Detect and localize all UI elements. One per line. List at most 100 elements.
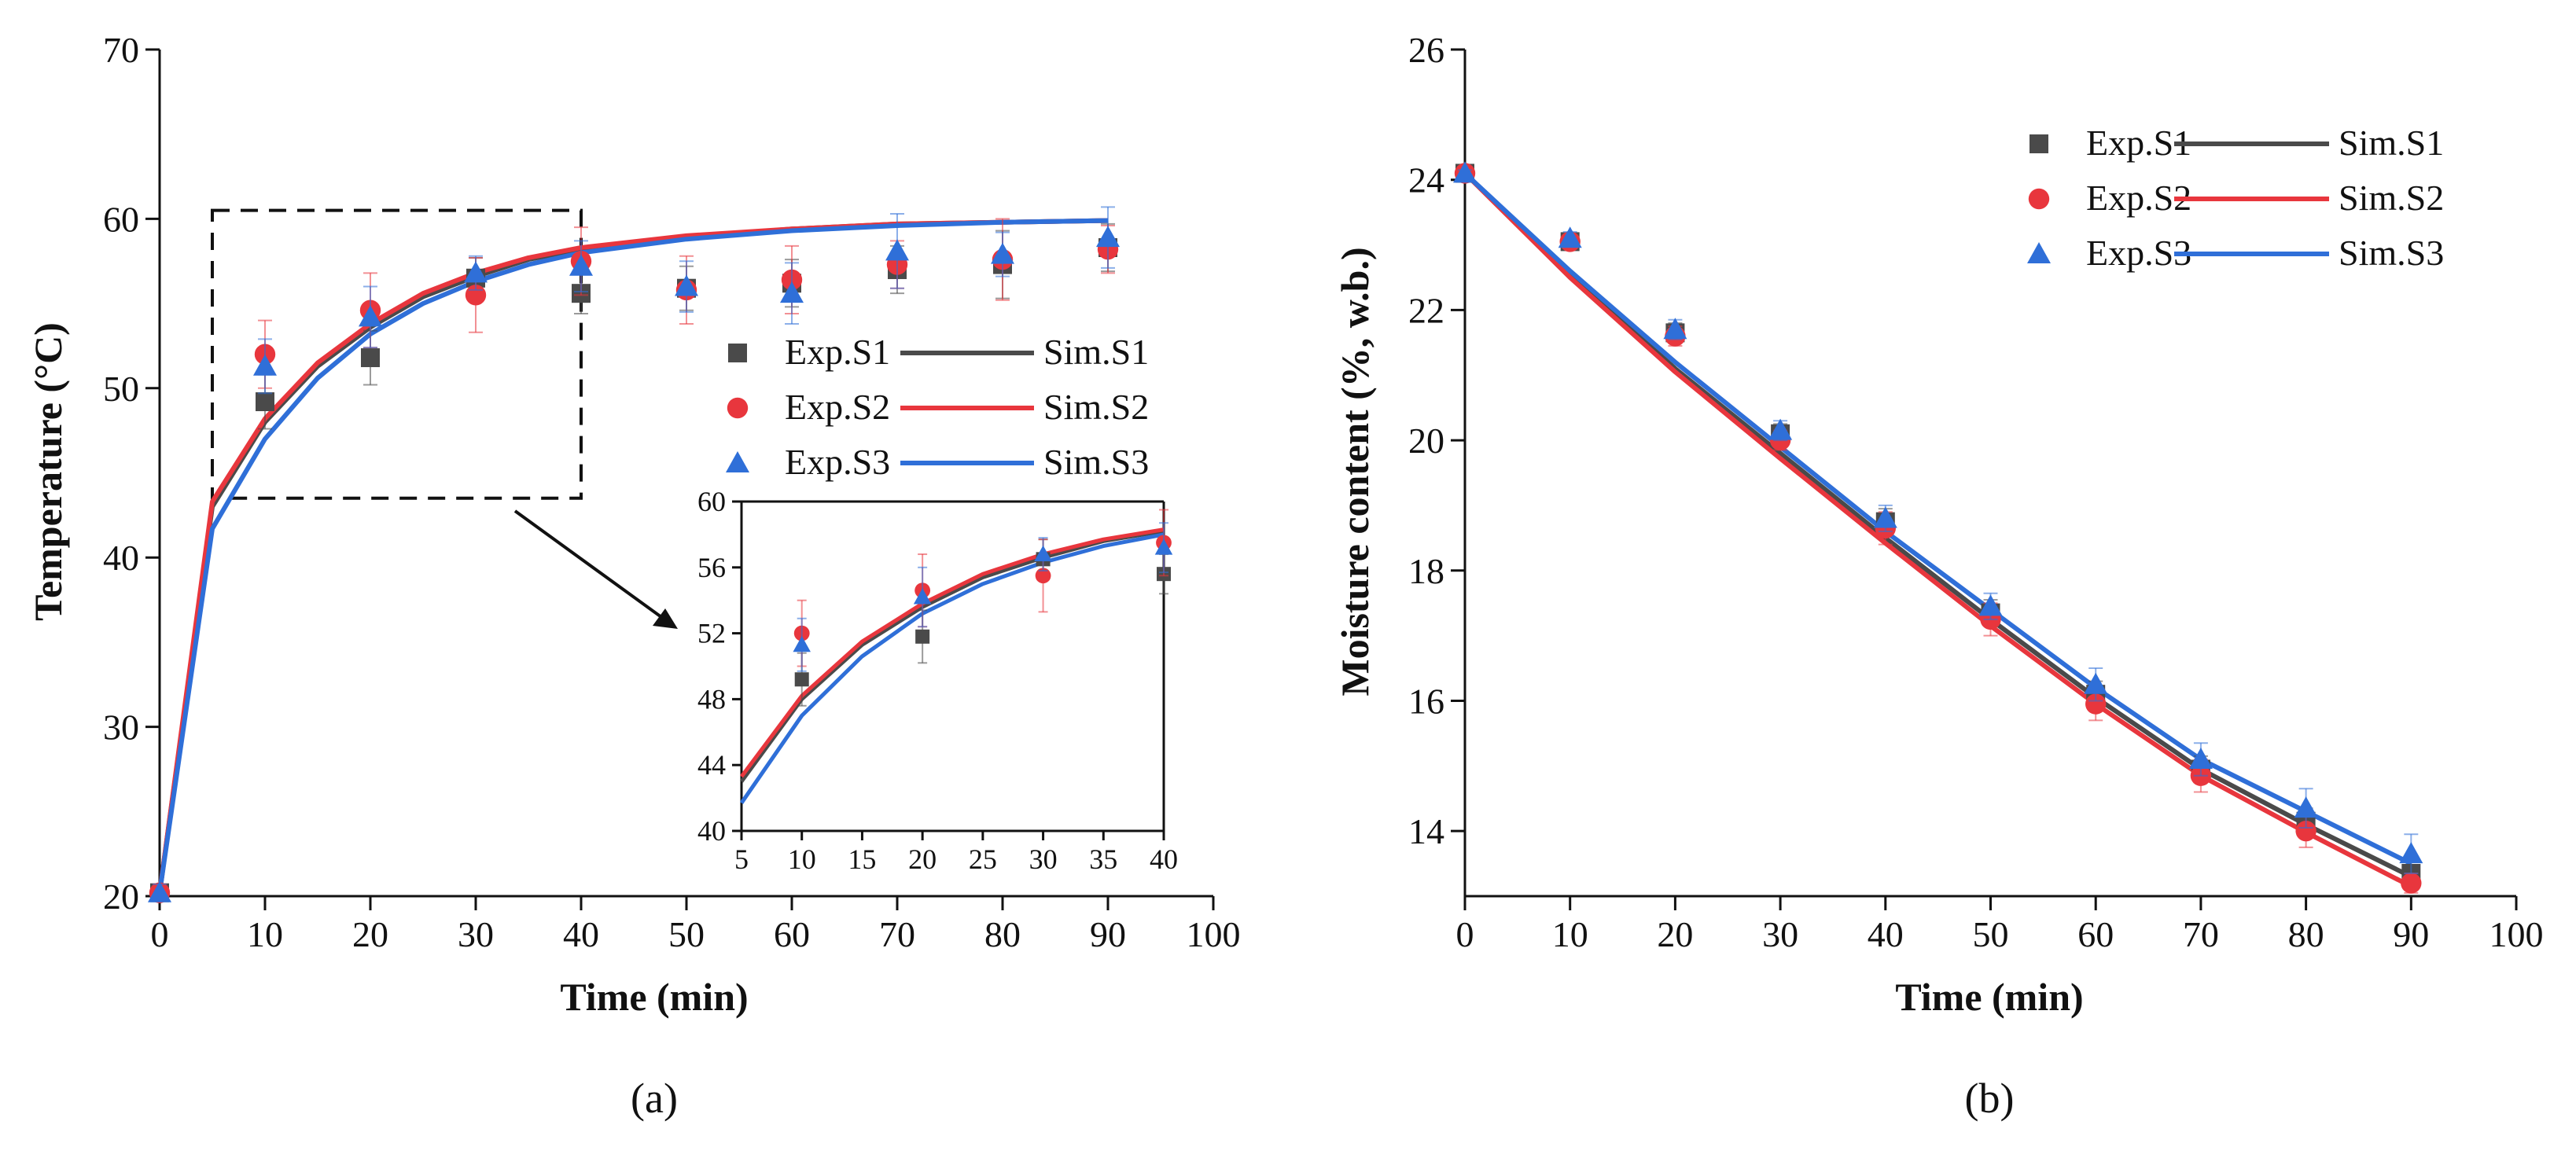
panel-b-x-tick-label: 70 — [2183, 914, 2219, 954]
panel-a-series — [148, 206, 1120, 903]
panel-b-x-tick-label: 80 — [2288, 914, 2324, 954]
data-point-Exp.S3 — [2084, 672, 2108, 694]
legend-label-Sim.S1: Sim.S1 — [2339, 123, 2444, 163]
data-point-Exp.S3 — [1873, 506, 1897, 528]
legend-label-Sim.S2: Sim.S2 — [1043, 387, 1149, 427]
legend-marker-Exp.S3 — [726, 451, 749, 472]
panel-b-xlabel: Time (min) — [1895, 975, 2083, 1019]
legend-label-Exp.S1: Exp.S1 — [2086, 123, 2191, 163]
panel-a-inset-chart: 5 10 15 20 25 30 35 40 40 44 48 52 56 60 — [697, 486, 1178, 875]
data-point-Exp.S1 — [361, 348, 380, 368]
panel-b-x-tick-label: 100 — [2490, 914, 2544, 954]
inset-y-tick-label: 40 — [697, 815, 726, 847]
data-point-Exp.S3 — [148, 880, 171, 902]
panel-b-x-tick-label: 50 — [1973, 914, 2009, 954]
data-point-Exp.S3 — [2294, 796, 2318, 818]
legend-label-Exp.S2: Exp.S2 — [2086, 178, 2191, 218]
data-point-Exp.S3 — [569, 254, 593, 276]
series-line-Sim.S3 — [157, 218, 1109, 894]
data-point-Exp.S3 — [1558, 226, 1582, 248]
panel-b-y-tick-label: 14 — [1408, 811, 1444, 851]
data-point-Exp.S1 — [256, 392, 274, 412]
data-point-Exp.S2 — [2085, 693, 2107, 715]
panel-b-x-tick-label: 30 — [1762, 914, 1798, 954]
zoom-box-rect — [211, 208, 583, 500]
data-point-Exp.S3 — [1034, 545, 1052, 562]
panel-a-xlabel: Time (min) — [560, 975, 748, 1019]
inset-background — [742, 502, 1164, 831]
panel-b-y-tick-label: 16 — [1408, 681, 1444, 721]
panel-b-axes: 0 10 20 30 40 50 60 70 80 90 100 14 16 18 20 22 24 26 — [1408, 30, 2544, 954]
panel-a-x-tick-label: 30 — [458, 914, 494, 954]
panel-b-y-tick-label: 18 — [1408, 551, 1444, 591]
data-point-Exp.S3 — [359, 305, 382, 327]
series-line-Sim.S1 — [1463, 171, 2412, 879]
panel-b-x-tick-label: 20 — [1657, 914, 1693, 954]
data-point-Exp.S1 — [915, 629, 930, 644]
data-point-Exp.S3 — [1978, 594, 2003, 616]
inset-x-tick-label: 5 — [734, 843, 749, 875]
panel-b-x-tick-label: 0 — [1456, 914, 1474, 954]
panel-b-x-tick-label: 10 — [1552, 914, 1588, 954]
inset-x-tick-label: 30 — [1029, 843, 1058, 875]
inset-pointer-arrowhead — [653, 608, 678, 629]
panel-b-x-tick-label: 40 — [1868, 914, 1904, 954]
panel-a-x-tick-label: 100 — [1187, 914, 1241, 954]
panel-a-y-tick-label: 60 — [103, 199, 139, 239]
legend-marker-Exp.S1 — [2030, 134, 2048, 153]
panel-a-y-tick-label: 40 — [103, 538, 139, 578]
panel-a-x-tick-label: 0 — [151, 914, 169, 954]
inset-y-tick-label: 56 — [697, 552, 726, 583]
series-line-Sim.S3 — [739, 532, 1165, 804]
series-line-Sim.S2 — [1463, 171, 2412, 889]
inset-y-tick-label: 44 — [697, 749, 726, 781]
panel-b-ylabel: Moisture content (%, w.b.) — [1333, 247, 1377, 696]
panel-a-y-tick-label: 70 — [103, 30, 139, 70]
legend-label-Exp.S2: Exp.S2 — [785, 387, 890, 427]
data-point-Exp.S3 — [2399, 842, 2423, 864]
panel-a-x-tick-label: 70 — [879, 914, 915, 954]
panel-a-x-tick-label: 50 — [668, 914, 705, 954]
legend-marker-Exp.S1 — [728, 344, 747, 362]
panel-a-zoom-box — [211, 208, 583, 500]
panel-a-label: (a) — [631, 1075, 678, 1122]
chart-panel-a: Temperature (°C) Time (min) (a) 0 10 20 30 4… — [26, 30, 1241, 1122]
legend-label-Sim.S1: Sim.S1 — [1043, 332, 1149, 372]
panel-b-x-tick-label: 90 — [2393, 914, 2429, 954]
legend-label-Sim.S3: Sim.S3 — [1043, 442, 1149, 482]
data-point-Exp.S3 — [2188, 748, 2213, 770]
inset-x-tick-label: 10 — [788, 843, 816, 875]
data-point-Exp.S2 — [2295, 820, 2317, 842]
inset-y-tick-label: 60 — [697, 486, 726, 517]
legend-marker-Exp.S2 — [2028, 188, 2050, 210]
panel-a-ylabel: Temperature (°C) — [26, 322, 70, 621]
data-point-Exp.S3 — [1663, 318, 1687, 340]
inset-y-tick-label: 48 — [697, 683, 726, 715]
panel-a-x-tick-label: 40 — [563, 914, 599, 954]
legend-label-Exp.S3: Exp.S3 — [785, 442, 890, 482]
legend-label-Exp.S3: Exp.S3 — [2086, 233, 2191, 273]
data-point-Exp.S2 — [2401, 873, 2422, 894]
series-line-Sim.S2 — [739, 527, 1165, 778]
legend-marker-Exp.S3 — [2027, 242, 2051, 263]
data-point-Exp.S3 — [1096, 226, 1120, 248]
data-point-Exp.S2 — [1035, 568, 1051, 584]
panel-b-legend: Exp.S1 Sim.S1 Exp.S2 Sim.S2 Exp.S3 Sim.S3 — [2027, 123, 2444, 273]
panel-a-x-tick-label: 80 — [984, 914, 1021, 954]
inset-pointer-arrow-line — [513, 509, 668, 623]
inset-x-tick-label: 25 — [969, 843, 997, 875]
data-point-Exp.S3 — [780, 281, 804, 303]
legend-label-Sim.S3: Sim.S3 — [2339, 233, 2444, 273]
panel-b-series — [1453, 161, 2423, 894]
data-point-Exp.S3 — [675, 274, 698, 296]
data-point-Exp.S3 — [1154, 538, 1173, 555]
panel-a-axes: 0 10 20 30 40 50 60 70 80 90 100 20 30 40 50 60 70 — [103, 30, 1241, 954]
data-point-Exp.S3 — [1453, 161, 1477, 183]
panel-b-label: (b) — [1965, 1075, 2015, 1122]
data-point-Exp.S3 — [991, 242, 1014, 264]
data-point-Exp.S3 — [913, 588, 932, 605]
data-point-Exp.S3 — [793, 636, 811, 652]
panel-a-y-tick-label: 50 — [103, 369, 139, 409]
legend-label-Exp.S1: Exp.S1 — [785, 332, 890, 372]
